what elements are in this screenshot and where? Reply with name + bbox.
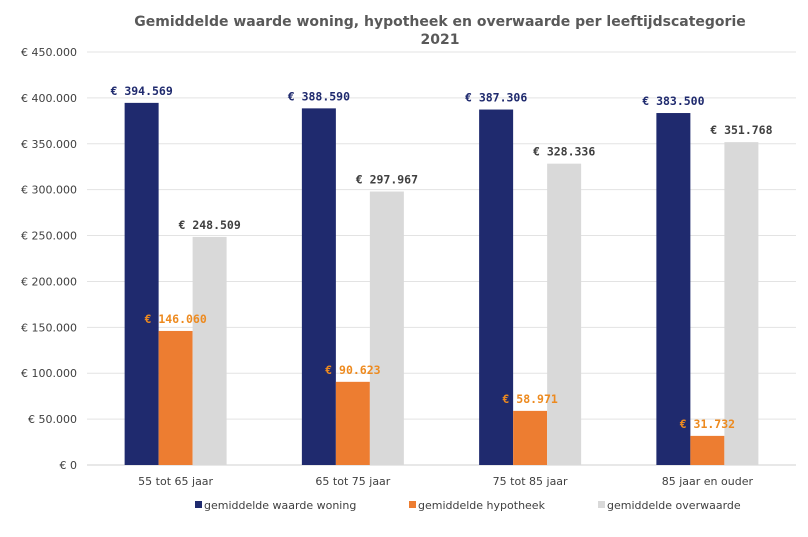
data-label: € 58.971 [502,392,557,406]
legend-swatch [195,501,202,508]
bar [656,113,691,465]
data-label: € 351.768 [710,123,772,137]
data-label: € 248.509 [178,218,240,232]
bars [124,102,759,466]
y-tick-label: € 350.000 [21,138,77,151]
y-tick-label: € 150.000 [21,321,77,334]
bar [690,435,725,465]
y-tick-label: € 50.000 [28,413,77,426]
data-label: € 328.336 [533,145,595,159]
y-tick-label: € 450.000 [21,46,77,59]
x-category-label: 55 tot 65 jaar [138,475,213,488]
data-labels: € 394.569 € 146.060 € 248.509 € 388.590 € 90… [110,84,772,431]
y-tick-label: € 400.000 [21,92,77,105]
bar [547,163,582,465]
legend-label: gemiddelde waarde woning [204,499,356,512]
y-tick-label: € 100.000 [21,367,77,380]
bar [513,410,548,465]
bar [335,381,370,465]
y-tick-label: € 0 [60,459,78,472]
bar [124,102,159,465]
x-category-label: 85 jaar en ouder [662,475,754,488]
legend: gemiddelde waarde woning gemiddelde hypot… [195,499,741,512]
chart-title-line-1: Gemiddelde waarde woning, hypotheek en o… [134,14,745,30]
chart-title-line-2: 2021 [421,32,460,48]
data-label: € 146.060 [144,312,206,326]
y-tick-label: € 200.000 [21,275,77,288]
x-category-label: 75 tot 85 jaar [493,475,568,488]
data-label: € 297.967 [356,173,418,187]
legend-swatch [409,501,416,508]
data-label: € 90.623 [325,363,380,377]
bar [158,330,193,465]
x-category-label: 65 tot 75 jaar [315,475,390,488]
x-axis-categories: 55 tot 65 jaar 65 tot 75 jaar 75 tot 85 ja… [138,475,753,488]
data-label: € 31.732 [680,417,735,431]
bar [192,236,227,465]
y-tick-label: € 250.000 [21,230,77,243]
bar [301,108,336,466]
bar [724,142,759,465]
y-tick-label: € 300.000 [21,184,77,197]
legend-label: gemiddelde overwaarde [607,499,741,512]
data-label: € 387.306 [465,91,527,105]
legend-label: gemiddelde hypotheek [418,499,546,512]
legend-swatch [598,501,605,508]
data-label: € 394.569 [110,84,172,98]
y-axis-ticks: € 0 € 50.000 € 100.000 € 150.000 € 200.000 € … [21,46,77,472]
data-label: € 383.500 [642,94,704,108]
bar [479,109,514,466]
data-label: € 388.590 [288,89,350,103]
bar [369,191,404,465]
